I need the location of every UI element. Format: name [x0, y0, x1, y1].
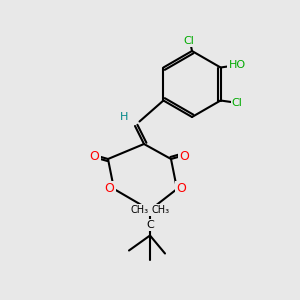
Text: O: O	[90, 149, 99, 163]
Text: O: O	[105, 182, 114, 196]
Text: Cl: Cl	[184, 35, 194, 46]
Text: CH₃: CH₃	[152, 205, 169, 215]
Text: CH₃: CH₃	[130, 205, 148, 215]
Text: HO: HO	[229, 59, 246, 70]
Text: Cl: Cl	[232, 98, 242, 109]
Text: C: C	[146, 220, 154, 230]
Text: O: O	[180, 149, 189, 163]
Text: H: H	[120, 112, 129, 122]
Text: O: O	[177, 182, 186, 196]
